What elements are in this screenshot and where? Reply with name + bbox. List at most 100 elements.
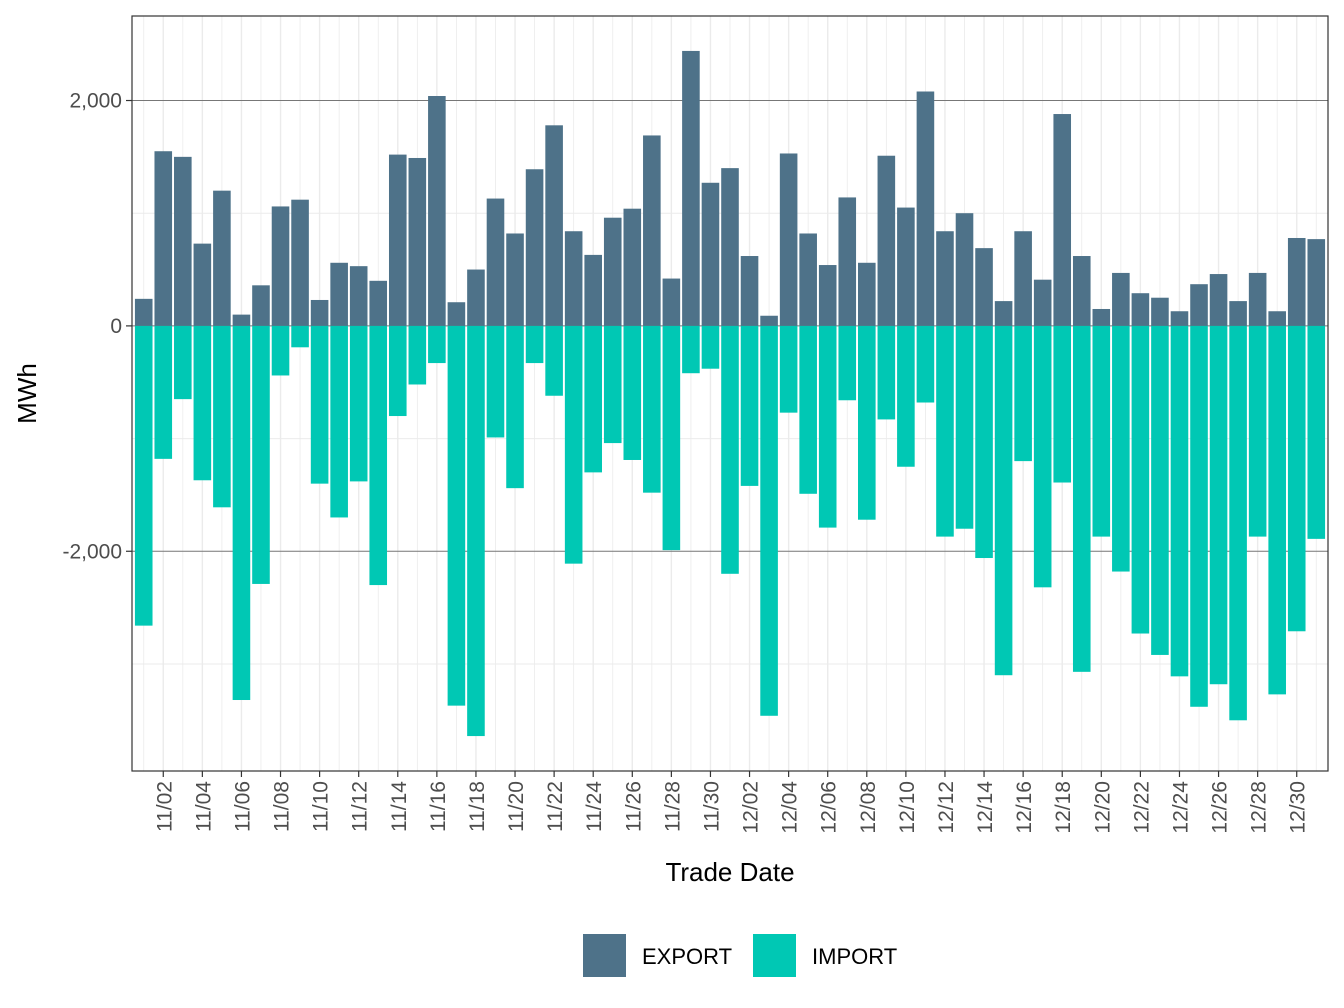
x-tick-label: 11/20 (505, 781, 528, 832)
x-tick-label: 11/10 (310, 781, 333, 832)
bar-import (1248, 325, 1267, 537)
bar-import (916, 325, 935, 403)
bar-export (955, 213, 974, 326)
bar-import (154, 325, 173, 459)
bar-import (1092, 325, 1111, 537)
x-tick-label: 12/12 (935, 781, 958, 834)
bar-import (682, 325, 700, 374)
bar-export (1014, 231, 1032, 326)
bar-import (193, 325, 212, 481)
bar-export (545, 125, 563, 326)
bar-import (1229, 325, 1247, 721)
x-tick-label: 12/16 (1013, 781, 1036, 834)
bar-import (1053, 325, 1072, 483)
x-tick-label: 12/08 (857, 781, 880, 834)
legend-swatch-export (583, 934, 626, 977)
bar-export (330, 262, 348, 326)
bar-export (369, 280, 388, 326)
bar-export (388, 154, 407, 326)
bar-import (388, 325, 407, 417)
x-tick-label: 11/24 (583, 781, 606, 832)
bar-import (1014, 325, 1032, 462)
bar-export (154, 151, 173, 326)
bar-export (1092, 308, 1111, 326)
x-tick-label: 12/10 (896, 781, 919, 834)
x-tick-label: 11/22 (544, 781, 567, 832)
bar-import (897, 325, 915, 467)
bar-import (779, 325, 798, 413)
bar-import (428, 325, 446, 364)
bar-import (818, 325, 837, 528)
bar-import (858, 325, 876, 520)
bar-export (1209, 274, 1228, 326)
x-tick-label: 11/26 (622, 781, 645, 832)
bar-import (1131, 325, 1150, 634)
bar-export (232, 314, 251, 326)
x-tick-label: 11/30 (700, 781, 723, 832)
bar-import (1112, 325, 1130, 572)
bar-import (584, 325, 602, 473)
y-tick-label: 2,000 (69, 90, 122, 113)
bar-export (252, 285, 270, 326)
x-tick-label: 12/20 (1091, 781, 1114, 834)
bar-import (349, 325, 368, 482)
bar-export (1033, 279, 1052, 326)
bar-export (701, 182, 720, 326)
bar-export (1190, 284, 1208, 326)
bar-export (349, 266, 368, 326)
bar-export (447, 302, 466, 326)
bar-export (740, 256, 759, 326)
bar-export (310, 299, 329, 326)
bar-import (564, 325, 583, 564)
bar-export (916, 91, 935, 326)
x-tick-label: 12/26 (1209, 781, 1232, 834)
bar-import (252, 325, 270, 584)
bar-import (408, 325, 427, 385)
bar-export (506, 233, 524, 326)
bar-export (271, 206, 290, 326)
bar-export (428, 96, 446, 326)
bar-export (1131, 293, 1150, 326)
bar-export (1151, 297, 1169, 326)
x-tick-label: 11/16 (427, 781, 450, 832)
bar-import (545, 325, 563, 396)
bar-export (818, 265, 837, 326)
bar-import (799, 325, 817, 494)
bar-export (623, 208, 642, 326)
bar-import (134, 325, 153, 626)
bar-import (1190, 325, 1208, 707)
bar-import (975, 325, 993, 559)
bar-import (701, 325, 720, 369)
bar-import (1287, 325, 1306, 632)
x-tick-label: 11/14 (388, 781, 411, 832)
bar-export (838, 197, 857, 326)
x-tick-label: 11/12 (349, 781, 372, 832)
bar-export (603, 217, 622, 326)
legend-swatch-import (753, 934, 796, 977)
bar-import (369, 325, 388, 586)
y-axis-title: MWh (12, 363, 42, 424)
bar-import (936, 325, 954, 537)
legend-label-export: EXPORT (642, 944, 732, 969)
bar-import (213, 325, 231, 508)
x-tick-label: 12/22 (1130, 781, 1153, 834)
bar-export (486, 198, 505, 326)
bar-import (1033, 325, 1052, 588)
x-tick-label: 11/18 (466, 781, 489, 832)
bar-export (408, 157, 427, 326)
bar-export (1112, 272, 1130, 326)
bar-export (1268, 311, 1286, 326)
bar-import (1209, 325, 1228, 685)
x-tick-label: 12/14 (974, 781, 997, 834)
bar-import (643, 325, 661, 493)
bar-import (291, 325, 309, 348)
bar-export (193, 243, 212, 326)
bar-import (662, 325, 681, 551)
bar-import (232, 325, 251, 701)
x-tick-label: 12/04 (779, 781, 802, 834)
x-tick-label: 12/28 (1248, 781, 1271, 834)
bar-import (877, 325, 896, 420)
bar-export (291, 199, 309, 326)
bar-import (955, 325, 974, 529)
legend-label-import: IMPORT (812, 944, 897, 969)
